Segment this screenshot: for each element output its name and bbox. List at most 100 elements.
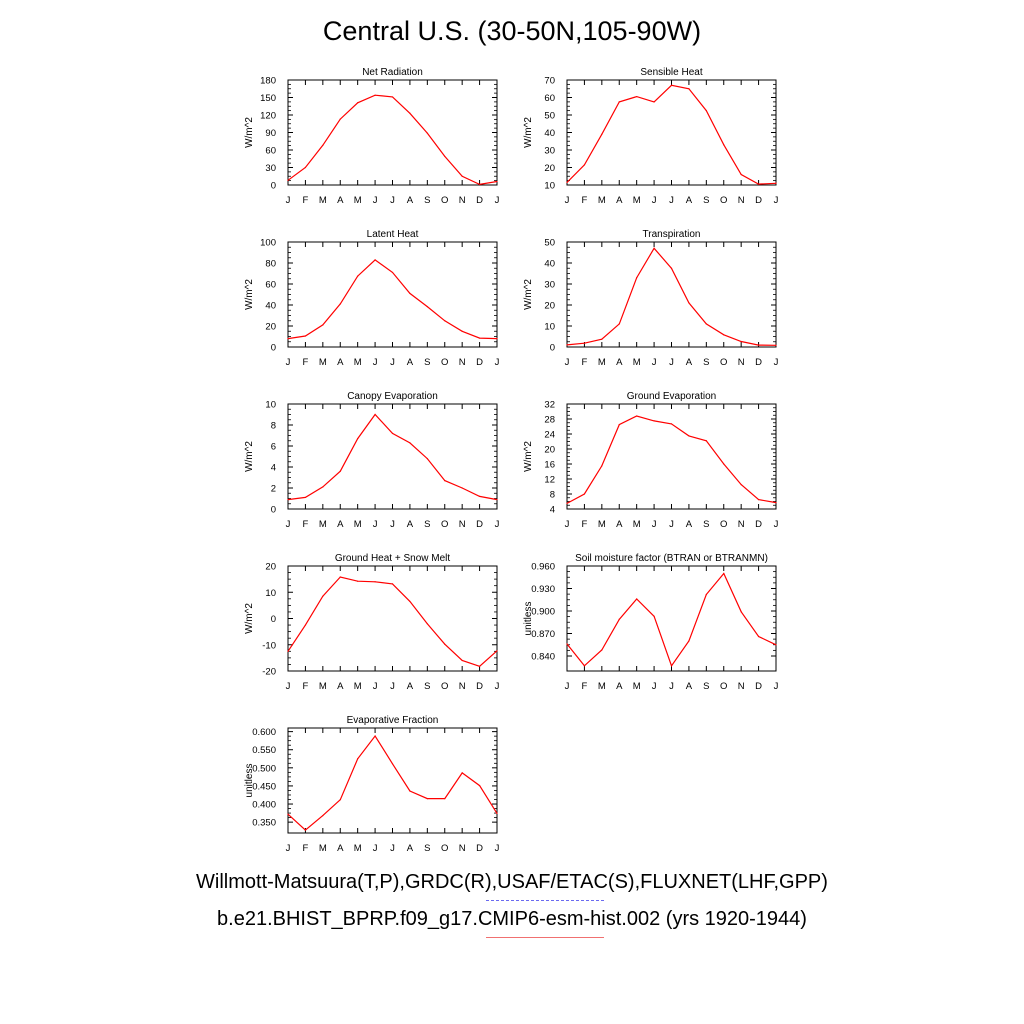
y-tick-label: 0.450 [252,781,276,792]
data-point [478,183,481,186]
data-point [653,101,655,103]
y-tick-label: 20 [265,322,276,333]
x-tick-label: A [407,195,414,206]
x-tick-label: J [774,357,779,368]
x-tick-label: A [337,519,344,530]
y-tick-label: 50 [544,111,555,122]
data-point [357,580,359,582]
plot-frame [566,565,777,672]
x-tick-label: J [373,519,378,530]
x-tick-label: N [738,519,745,530]
data-point [688,88,690,90]
x-tick-label: M [354,357,362,368]
x-tick-label: J [390,519,395,530]
y-axis-label: W/m^2 [244,279,255,310]
x-tick-label: J [669,519,674,530]
y-tick-label: 20 [544,301,555,312]
y-tick-label: 80 [265,259,276,270]
x-tick-label: J [373,843,378,854]
panel-title: Ground Evaporation [627,391,717,402]
y-axis-label: W/m^2 [523,117,534,148]
data-point [601,649,603,651]
x-tick-label: N [459,519,466,530]
panel-title: Soil moisture factor (BTRAN or BTRANMN) [575,553,768,564]
data-point [775,644,777,646]
plot-frame [287,79,498,186]
x-tick-label: N [459,681,466,692]
data-point [409,600,411,603]
y-tick-label: 60 [265,280,276,291]
legend-model-line [486,937,604,938]
x-tick-label: J [286,357,291,368]
plot-frame [287,241,498,348]
x-tick-label: J [390,357,395,368]
data-point [653,615,655,617]
x-tick-label: F [582,681,588,692]
series-line [566,247,777,346]
data-point [775,502,777,504]
data-point [757,183,760,185]
y-tick-label: 20 [544,163,555,174]
chart-panel-8: J F M A M J J A S O N D J0.8400.8700.9000.9300.960So… [523,553,779,692]
y-tick-label: 8 [271,421,276,432]
plot-frame [566,79,777,186]
y-axis-label: W/m^2 [523,441,534,472]
data-point [461,175,463,177]
data-point [775,344,777,346]
data-point [757,499,760,501]
x-tick-label: J [774,681,779,692]
data-point [339,118,341,120]
y-axis-label: W/m^2 [244,603,255,634]
y-tick-label: 8 [550,490,555,501]
data-point [374,259,376,261]
y-tick-label: -20 [262,667,276,678]
y-tick-label: 0.350 [252,818,276,829]
data-point [723,572,725,575]
x-tick-label: D [755,357,762,368]
x-tick-label: D [476,681,483,692]
x-tick-label: J [495,357,500,368]
data-point [339,470,341,472]
legend-observed-line [486,900,604,901]
y-tick-label: 0.550 [252,745,276,756]
data-point [618,323,620,325]
x-tick-label: M [598,681,606,692]
y-tick-label: 0 [550,343,555,354]
x-tick-label: A [337,195,344,206]
x-tick-label: S [703,519,709,530]
y-tick-label: 32 [544,400,555,411]
x-tick-label: A [337,357,344,368]
data-point [426,132,428,134]
x-tick-label: O [441,357,448,368]
x-tick-label: J [669,681,674,692]
data-point [566,502,568,504]
x-tick-label: A [337,681,344,692]
x-tick-label: N [459,357,466,368]
x-tick-label: S [703,195,709,206]
x-tick-label: A [616,681,623,692]
data-point [478,337,481,339]
data-point [670,665,673,667]
x-tick-label: O [441,681,448,692]
x-tick-label: J [495,843,500,854]
data-point [670,267,673,269]
data-point [601,133,603,135]
y-tick-label: 40 [544,128,555,139]
x-tick-label: A [407,519,414,530]
x-tick-label: J [286,519,291,530]
data-point [705,440,707,442]
x-tick-label: D [476,195,483,206]
x-tick-label: J [652,195,657,206]
y-tick-label: 6 [271,442,276,453]
x-tick-label: N [738,681,745,692]
data-point [444,798,446,800]
data-point [566,643,568,645]
y-tick-label: 10 [265,400,276,411]
x-tick-label: A [616,357,623,368]
data-point [653,247,655,249]
data-point [444,643,446,645]
y-tick-label: 10 [544,181,555,192]
y-tick-label: 0 [271,505,276,516]
data-point [304,496,307,499]
